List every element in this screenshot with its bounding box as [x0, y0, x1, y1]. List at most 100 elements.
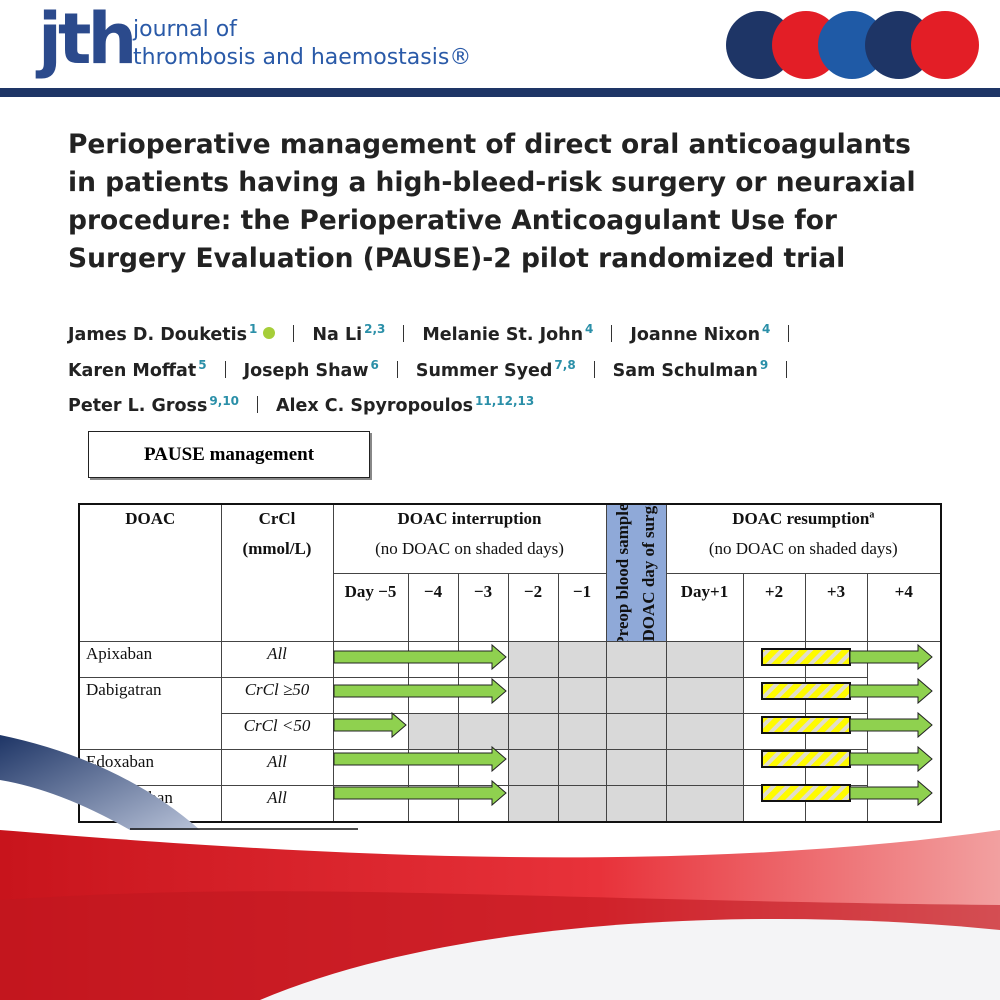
author: Sam Schulman 9 [612, 357, 769, 381]
logo: jth [38, 0, 137, 80]
header-note: (no DOAC on shaded days) [375, 539, 564, 558]
author-name: Alex C. Spyropoulos [276, 396, 474, 417]
header: DOAC interruption [397, 509, 542, 528]
day-header: −3 [457, 572, 509, 642]
header-note: (no DOAC on shaded days) [708, 539, 898, 558]
header-row: DOAC CrCl (mmol/L) DOAC interruption (no D… [78, 503, 942, 642]
figure-box-title: PAUSE management [88, 431, 370, 478]
day-cell [665, 640, 744, 678]
cell: DOAC interruption (no DOAC on shaded days… [332, 503, 607, 574]
hatched-bar [761, 682, 851, 700]
header: CrCl [258, 509, 296, 528]
day-cell [605, 784, 667, 822]
affiliation: 1 [249, 322, 258, 336]
arrow [849, 677, 933, 705]
arrow [849, 779, 933, 807]
hatched-bar [761, 750, 851, 768]
day-cell [665, 712, 744, 750]
day-header: +2 [742, 572, 806, 642]
separator [593, 360, 595, 378]
separator [293, 324, 295, 342]
hatched-bar [761, 784, 851, 802]
affiliation: 2,3 [364, 322, 386, 336]
day-cell [605, 676, 667, 714]
separator [786, 360, 788, 378]
day-cell [507, 676, 559, 714]
author-name: James D. Douketis [68, 324, 248, 345]
crcl: CrCl ≥50 [220, 676, 334, 714]
affiliation: 6 [370, 357, 379, 372]
crcl: All [220, 784, 334, 822]
day-cell [557, 640, 607, 678]
author-name: Melanie St. John [422, 324, 584, 345]
author-name: Na Li [312, 324, 363, 345]
separator [611, 324, 613, 342]
separator [224, 360, 226, 378]
author: James D. Douketis 1 [68, 322, 276, 345]
cell: DOAC [78, 503, 222, 642]
header: (mmol/L) [242, 539, 312, 558]
circle [911, 11, 979, 79]
affiliation: 9 [759, 357, 769, 372]
author: Na Li 2,3 [312, 322, 386, 345]
surgery-day-cell: Preop blood sample, no DOAC day of surger… [605, 503, 667, 642]
arrow-overlay [333, 643, 933, 807]
arrow [333, 643, 507, 671]
cell: DOAC resumptiona (no DOAC on shaded days) [665, 503, 942, 574]
author: Alex C. Spyropoulos 11,12,13 [276, 393, 535, 417]
day-cell [507, 748, 559, 786]
day-header: +3 [804, 572, 868, 642]
author: Joanne Nixon 4 [630, 322, 771, 345]
separator [257, 396, 259, 414]
header-bar [0, 88, 1000, 97]
crcl: All [220, 640, 334, 678]
day-cell [605, 748, 667, 786]
day-cell [557, 748, 607, 786]
separator [788, 324, 790, 342]
journal-name: journal of [133, 17, 237, 42]
arrow [849, 643, 933, 671]
author: Karen Moffat 5 [68, 357, 207, 381]
orcid-icon [263, 326, 276, 339]
cell: CrCl (mmol/L) [220, 503, 334, 642]
separator [403, 324, 405, 342]
author: Joseph Shaw 6 [243, 357, 379, 381]
author-list: James D. Douketis 1 Na Li 2,3 Melanie St. Jo… [68, 314, 968, 421]
journal-name: thrombosis and haemostasis® [133, 45, 472, 70]
hatched-bar [761, 716, 851, 734]
arrow [849, 711, 933, 739]
day-cell [507, 712, 559, 750]
day-cell [665, 676, 744, 714]
day-cell [665, 748, 744, 786]
arrow [333, 745, 507, 773]
drug: Apixaban [78, 640, 222, 678]
circle [818, 11, 886, 79]
affiliation: 5 [198, 357, 207, 372]
header: DOAC resumption [732, 509, 870, 528]
author: Melanie St. John 4 [422, 322, 594, 345]
arrow [849, 745, 933, 773]
day-cell [557, 784, 607, 822]
author-name: Joanne Nixon [630, 324, 761, 345]
author-name: Peter L. Gross [68, 396, 208, 417]
article-title: Perioperative management of direct oral … [68, 129, 916, 274]
footnote-mark: a [869, 509, 875, 521]
figure-table: DOAC CrCl (mmol/L) DOAC interruption (no D… [78, 503, 942, 823]
day-cell [407, 712, 459, 750]
author-name: Summer Syed [415, 360, 553, 381]
author-name: Joseph Shaw [243, 360, 369, 381]
header: DOAC [125, 509, 176, 528]
day-row: Day −5 −4 −3 −2 −1 Day+1 +2 +3 +4 [79, 572, 942, 642]
affiliation: 11,12,13 [475, 393, 535, 408]
author-name: Sam Schulman [612, 360, 758, 381]
affiliation: 7,8 [554, 357, 576, 372]
crcl: All [220, 748, 334, 786]
arrow [333, 677, 507, 705]
day-cell [507, 784, 559, 822]
affiliation: 4 [762, 322, 771, 336]
day-header: −4 [407, 572, 459, 642]
arrow [333, 779, 507, 807]
affiliation: 4 [585, 322, 594, 336]
day-header: +4 [866, 572, 942, 642]
